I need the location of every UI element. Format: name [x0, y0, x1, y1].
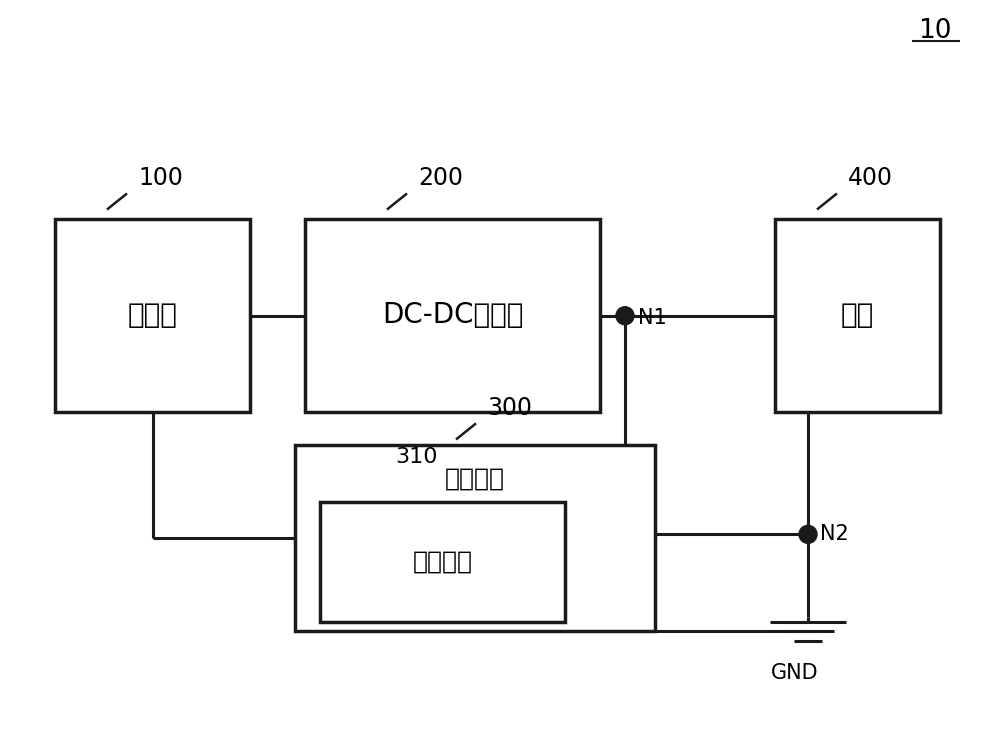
Text: 负载: 负载 — [841, 301, 874, 329]
Text: N1: N1 — [638, 308, 667, 328]
Text: DC-DC转换器: DC-DC转换器 — [382, 301, 523, 329]
Text: 200: 200 — [418, 166, 463, 190]
Text: 100: 100 — [138, 166, 183, 190]
Text: 310: 310 — [395, 447, 438, 467]
Text: N2: N2 — [820, 524, 849, 545]
Ellipse shape — [799, 526, 817, 543]
Bar — [55, 219, 250, 412]
Bar — [295, 445, 655, 631]
Text: 300: 300 — [487, 396, 532, 420]
Text: 电容元件: 电容元件 — [413, 550, 473, 573]
Ellipse shape — [616, 307, 634, 325]
Text: 控制器: 控制器 — [128, 301, 177, 329]
Bar — [305, 219, 600, 412]
Text: 10: 10 — [918, 18, 952, 45]
Bar — [320, 502, 565, 622]
Bar — [775, 219, 940, 412]
Text: 400: 400 — [848, 166, 893, 190]
Text: 感测电路: 感测电路 — [445, 466, 505, 490]
Text: GND: GND — [771, 663, 819, 683]
